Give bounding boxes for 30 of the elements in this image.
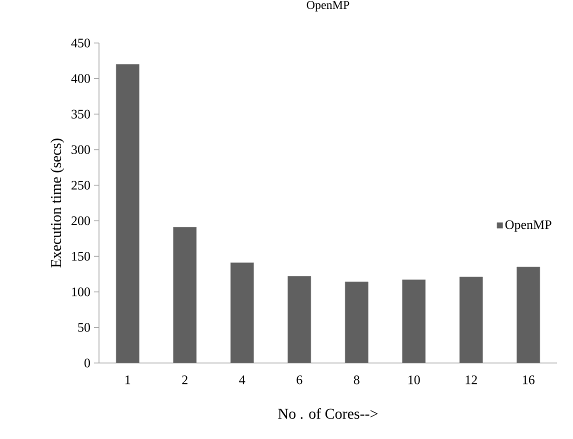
x-tick-label: 2 <box>182 376 188 384</box>
x-axis-title: No . of Cores--> <box>278 408 378 419</box>
bar <box>116 64 140 363</box>
y-tick-label: 200 <box>72 216 90 226</box>
legend-label: OpenMP <box>505 220 552 232</box>
x-tick-label: 4 <box>239 376 246 384</box>
x-tick-label: 12 <box>466 376 477 384</box>
y-tick-label: 150 <box>72 252 90 261</box>
bar <box>173 226 197 363</box>
bar <box>516 266 540 363</box>
x-tick-label: 16 <box>523 376 534 384</box>
bar <box>288 276 312 363</box>
x-tick-label: 1 <box>126 376 130 384</box>
y-tick-label: 350 <box>72 110 90 118</box>
bar <box>459 276 483 363</box>
y-tick-label: 250 <box>72 180 90 190</box>
y-tick-label: 100 <box>72 288 90 296</box>
chart-title: OpenMP <box>306 0 350 12</box>
y-tick-label: 400 <box>71 74 90 83</box>
bar <box>230 262 254 363</box>
x-tick-label: 10 <box>408 376 420 384</box>
y-tick-label: 50 <box>78 323 90 332</box>
x-tick-label: 8 <box>354 376 360 384</box>
x-tick-label: 6 <box>296 376 302 384</box>
y-tick-label: 450 <box>71 38 90 48</box>
bar <box>402 280 426 363</box>
y-axis-title: Execution time (secs) <box>50 138 64 268</box>
y-tick-label: 0 <box>84 358 90 368</box>
y-tick-label: 300 <box>72 145 90 154</box>
bar <box>344 282 368 363</box>
